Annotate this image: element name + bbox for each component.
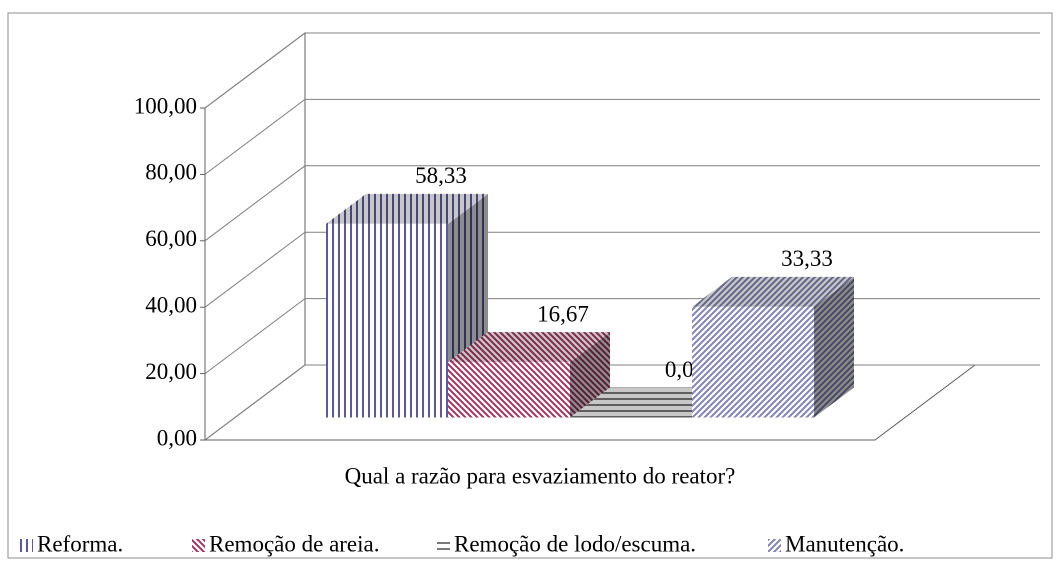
grid-line [204,98,1040,175]
legend-swatch [20,539,33,552]
legend-swatch [192,539,205,552]
y-tick-label: 40,00 [145,292,197,317]
value-label: 58,33 [415,163,467,188]
legend-label: Remoção de areia. [209,531,380,556]
grid-line [204,231,1040,308]
grid-line [204,32,1040,109]
bar-side [814,276,854,418]
bar-top [326,193,488,224]
bar-side-shade [814,276,854,418]
bar-front [326,223,448,418]
y-tick-label: 20,00 [145,359,197,384]
bar-top-shade [448,332,610,363]
legend-swatch [768,539,781,552]
y-tick-label: 100,00 [134,93,197,118]
bar-top-shade [692,276,854,307]
bar-side-shade [570,332,610,418]
legend-label: Remoção de lodo/escuma. [454,531,696,556]
y-tick-label: 60,00 [145,226,197,251]
bar-side [570,332,610,418]
grid-line [204,165,1040,242]
chart-border [7,12,1053,559]
bar-top-shade [570,387,732,418]
bar-top [570,387,732,418]
bar-front [692,306,814,418]
value-label: 16,67 [537,301,589,326]
bar-top [692,276,854,307]
legend-label: Manutenção. [785,531,904,556]
bar [448,332,610,418]
bar [326,193,488,418]
legend-swatch [437,539,450,552]
bar-top-shade [326,193,488,224]
x-axis-category: Qual a razão para esvaziamento do reator… [345,463,736,488]
value-label: 33,33 [781,246,833,271]
bar-front [448,362,570,418]
bar-top [448,332,610,363]
legend-label: Reforma. [37,531,123,556]
bar [570,387,732,418]
y-tick-label: 80,00 [145,160,197,185]
bar [692,276,854,418]
y-tick-label: 0,00 [157,425,197,450]
